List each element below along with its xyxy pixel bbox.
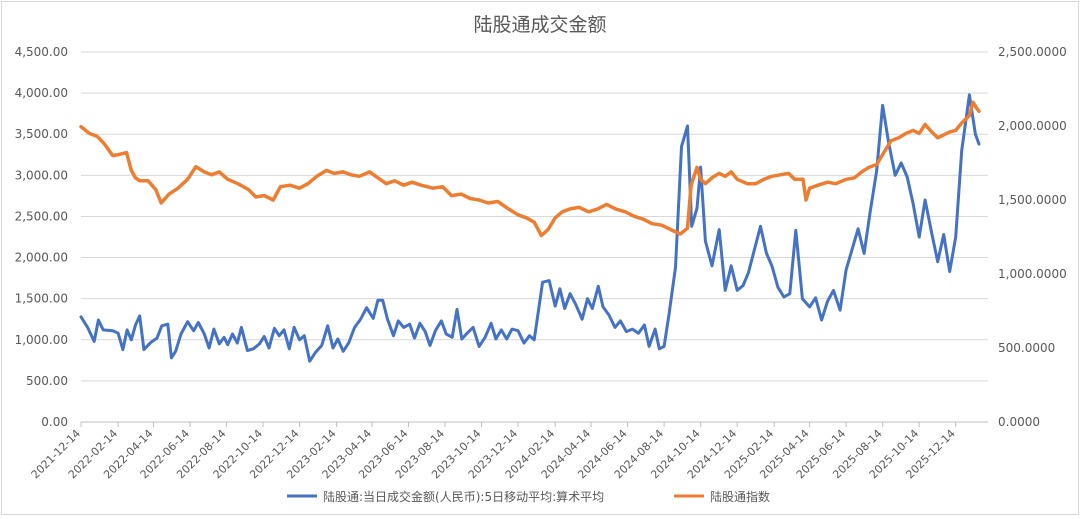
y-right-tick-label: 500.0000 [998,341,1055,355]
legend: 陆股通:当日成交金额(人民币):5日移动平均:算术平均 陆股通指数 [287,489,770,504]
legend-label: 陆股通指数 [710,489,770,504]
series-line-turnover [79,93,981,363]
y-right-tick-label: 0.0000 [998,415,1040,429]
y-left-tick-label: 3,000.00 [15,168,68,182]
y-right-tick-label: 1,500.0000 [998,193,1067,207]
y-left-tick-label: 4,000.00 [15,86,68,100]
y-left-tick-label: 3,500.00 [15,127,68,141]
legend-label: 陆股通:当日成交金额(人民币):5日移动平均:算术平均 [323,489,604,504]
y-left-tick-label: 0.00 [41,415,68,429]
y-left-tick-label: 500.00 [26,374,68,388]
y-left-tick-label: 4,500.00 [15,45,68,59]
series-line-index [79,100,981,238]
y-left-tick-label: 1,500.00 [15,292,68,306]
y-axis-right: 0.0000 500.0000 1,000.0000 1,500.0000 2,000.… [998,45,1067,429]
y-left-tick-label: 2,000.00 [15,251,68,265]
y-axis-left: 0.00 500.00 1,000.00 1,500.00 2,000.00 2,500.… [15,45,68,429]
y-right-tick-label: 2,500.0000 [998,45,1067,59]
y-left-tick-label: 2,500.00 [15,209,68,223]
y-right-tick-label: 1,000.0000 [998,267,1067,281]
series-layer [79,93,981,363]
gridlines [81,51,988,423]
chart-title: 陆股通成交金额 [473,14,606,36]
y-left-tick-label: 1,000.00 [15,333,68,347]
y-right-tick-label: 2,000.0000 [998,119,1067,133]
x-axis: 2021-12-142022-02-142022-04-142022-06-14… [29,422,958,481]
